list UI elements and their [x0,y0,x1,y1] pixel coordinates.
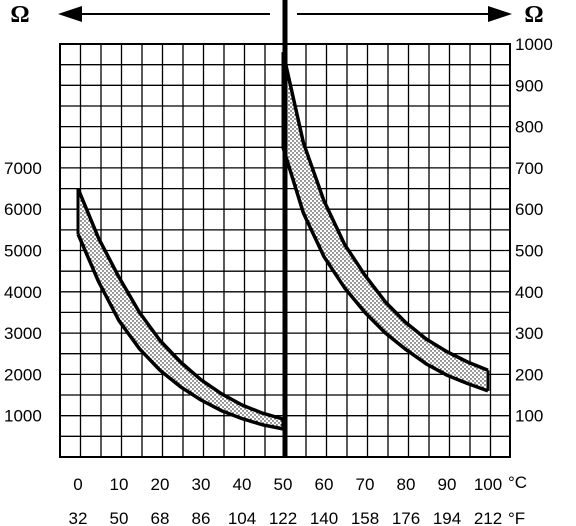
right-resistance-band [283,52,488,391]
fahrenheit-tick-label: 140 [310,509,338,526]
left-resistance-band [78,188,283,429]
left-axis-tick-labels: 1000 2000 3000 4000 5000 6000 7000 [4,159,42,426]
left-axis-tick-label: 2000 [4,365,42,384]
fahrenheit-tick-label: 86 [192,509,211,526]
fahrenheit-tick-label: 176 [392,509,420,526]
celsius-tick-label: 80 [397,475,416,494]
fahrenheit-tick-labels: 32 50 68 86 104 122 140 158 176 194 212 [69,509,503,526]
right-axis-unit-label: Ω [524,2,543,28]
right-axis-tick-label: 500 [515,242,543,261]
fahrenheit-tick-label: 212 [474,509,502,526]
left-axis-tick-label: 7000 [4,159,42,178]
left-band-lower-curve [76,233,284,431]
fahrenheit-tick-label: 158 [351,509,379,526]
right-axis-tick-label: 200 [515,365,543,384]
right-band-upper-curve [281,51,489,372]
right-axis-tick-label: 300 [515,324,543,343]
celsius-tick-label: 10 [110,475,129,494]
right-axis-tick-label: 700 [515,159,543,178]
celsius-tick-label: 40 [233,475,252,494]
right-axis-tick-label: 1000 [515,35,553,54]
left-axis-tick-label: 3000 [4,324,42,343]
fahrenheit-tick-label: 104 [228,509,256,526]
resistance-bands [76,51,490,431]
celsius-tick-label: 90 [438,475,457,494]
left-arrow [58,6,270,22]
left-axis-tick-label: 5000 [4,242,42,261]
left-axis-tick-label: 1000 [4,407,42,426]
celsius-tick-label: 0 [73,475,82,494]
fahrenheit-tick-label: 32 [69,509,88,526]
right-band-lower-curve [281,146,489,393]
right-axis-tick-labels: 100 200 300 400 500 600 700 800 900 1000 [515,35,553,426]
right-axis-tick-label: 600 [515,200,543,219]
celsius-tick-label: 30 [192,475,211,494]
fahrenheit-tick-label: 194 [433,509,461,526]
right-axis-tick-label: 100 [515,407,543,426]
fahrenheit-unit-label: °F [508,509,525,526]
left-axis-unit-label: Ω [10,2,29,28]
right-axis-tick-label: 900 [515,76,543,95]
right-axis-tick-label: 800 [515,118,543,137]
left-band-upper-curve [76,187,284,421]
fahrenheit-tick-label: 50 [110,509,129,526]
celsius-tick-label: 100 [474,475,502,494]
fahrenheit-tick-label: 68 [151,509,170,526]
right-axis-tick-label: 400 [515,283,543,302]
left-axis-tick-label: 4000 [4,283,42,302]
celsius-tick-label: 20 [151,475,170,494]
right-arrow [297,6,512,22]
celsius-tick-label: 50 [274,475,293,494]
celsius-tick-label: 70 [356,475,375,494]
celsius-tick-labels: 0 10 20 30 40 50 60 70 80 90 100 [73,475,502,494]
left-axis-tick-label: 6000 [4,200,42,219]
fahrenheit-tick-label: 122 [269,509,297,526]
celsius-tick-label: 60 [315,475,334,494]
celsius-unit-label: °C [508,473,527,492]
